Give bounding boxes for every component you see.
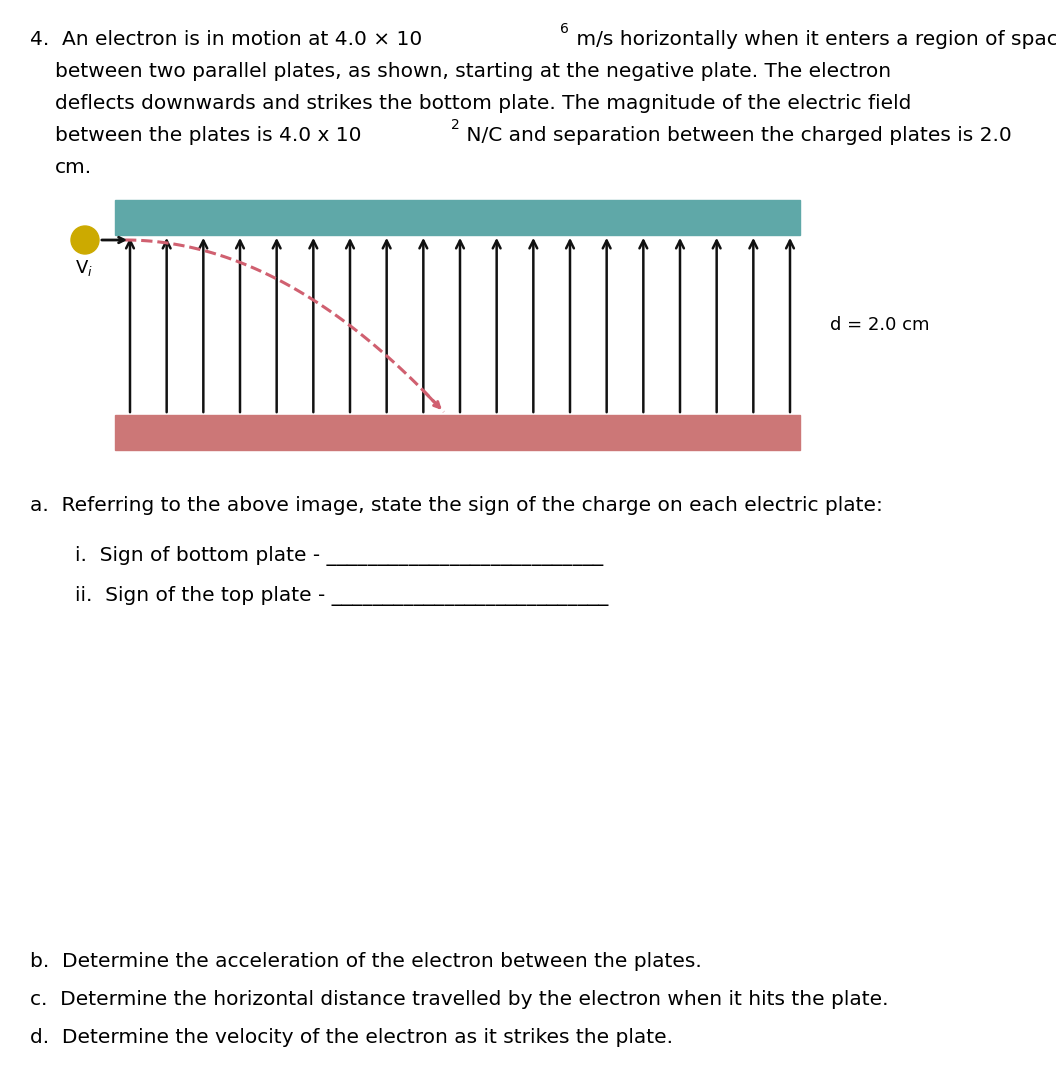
Text: c.  Determine the horizontal distance travelled by the electron when it hits the: c. Determine the horizontal distance tra… — [30, 990, 888, 1009]
Text: cm.: cm. — [55, 158, 92, 176]
Text: i.  Sign of bottom plate - ___________________________: i. Sign of bottom plate - ______________… — [75, 546, 603, 566]
Text: V$_i$: V$_i$ — [75, 258, 93, 278]
Text: d = 2.0 cm: d = 2.0 cm — [830, 316, 929, 334]
Text: b.  Determine the acceleration of the electron between the plates.: b. Determine the acceleration of the ele… — [30, 952, 702, 971]
Text: N/C and separation between the charged plates is 2.0: N/C and separation between the charged p… — [460, 126, 1012, 145]
Text: between two parallel plates, as shown, starting at the negative plate. The elect: between two parallel plates, as shown, s… — [55, 62, 891, 81]
Text: 2: 2 — [451, 118, 459, 132]
Text: d.  Determine the velocity of the electron as it strikes the plate.: d. Determine the velocity of the electro… — [30, 1028, 673, 1047]
Text: between the plates is 4.0 x 10: between the plates is 4.0 x 10 — [55, 126, 361, 145]
Text: ii.  Sign of the top plate - ___________________________: ii. Sign of the top plate - ____________… — [75, 586, 608, 606]
Circle shape — [71, 226, 99, 254]
Text: m/s horizontally when it enters a region of space: m/s horizontally when it enters a region… — [570, 30, 1056, 49]
Bar — [115, 200, 800, 235]
Text: a.  Referring to the above image, state the sign of the charge on each electric : a. Referring to the above image, state t… — [30, 496, 883, 515]
Text: 4.  An electron is in motion at 4.0 × 10: 4. An electron is in motion at 4.0 × 10 — [30, 30, 422, 49]
Text: deflects downwards and strikes the bottom plate. The magnitude of the electric f: deflects downwards and strikes the botto… — [55, 94, 911, 113]
Text: 6: 6 — [560, 22, 569, 36]
Bar — [115, 415, 800, 450]
